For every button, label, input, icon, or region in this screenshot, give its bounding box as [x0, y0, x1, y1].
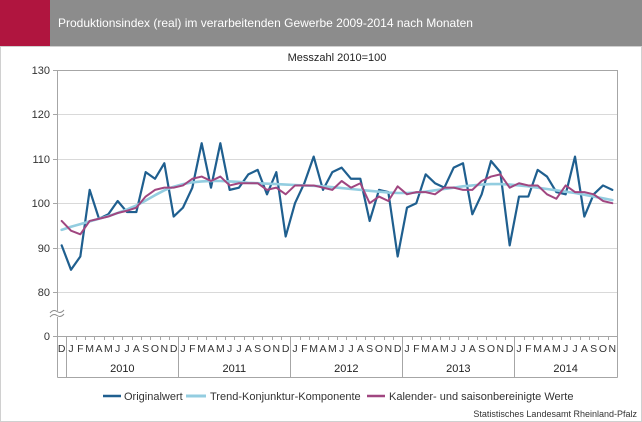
x-tick-label: A: [543, 343, 550, 355]
legend: Originalwert Trend-Konjunktur-Komponente…: [103, 391, 573, 403]
x-tick-label: M: [421, 343, 430, 355]
legend-label-originalwert: Originalwert: [124, 391, 183, 403]
figure-border: [0, 46, 642, 422]
x-tick-label: J: [404, 343, 409, 355]
series-lines: [60, 142, 614, 271]
x-tick-label: D: [282, 343, 290, 355]
x-tick-label: M: [552, 343, 561, 355]
x-tick-label: O: [263, 343, 271, 355]
x-tick-label: J: [451, 343, 456, 355]
y-axis: 0 80 90 100 110 120 130: [32, 65, 65, 343]
x-tick-label: F: [301, 343, 307, 355]
x-tick-label: A: [431, 343, 438, 355]
header-bar: [0, 0, 642, 46]
x-tick-label: J: [227, 343, 232, 355]
year-label: 2012: [334, 363, 358, 375]
x-tick-label: J: [180, 343, 185, 355]
y-tick-label: 110: [32, 154, 50, 166]
x-tick-label: A: [581, 343, 588, 355]
series-line-kalender-und-saisonbereinigte-werte: [60, 173, 614, 236]
x-tick-label: J: [115, 343, 120, 355]
x-tick-label: F: [77, 343, 83, 355]
x-tick-label: N: [161, 343, 169, 355]
legend-label-kalender-saisonbereinigt: Kalender- und saisonbereinigte Werte: [389, 391, 573, 403]
x-tick-label: S: [590, 343, 597, 355]
x-tick-label: J: [516, 343, 521, 355]
x-tick-label: F: [189, 343, 195, 355]
x-tick-label: J: [68, 343, 73, 355]
header-accent-square: [0, 0, 50, 46]
x-tick-label: J: [563, 343, 568, 355]
x-tick-label: J: [348, 343, 353, 355]
x-tick-label: N: [385, 343, 393, 355]
year-label: 2010: [110, 363, 134, 375]
legend-item-trend: Trend-Konjunktur-Komponente: [186, 391, 361, 403]
x-tick-label: D: [506, 343, 514, 355]
legend-item-originalwert: Originalwert: [103, 391, 183, 403]
y-tick-label: 0: [44, 331, 50, 343]
x-tick-label: S: [142, 343, 149, 355]
x-tick-label: J: [572, 343, 577, 355]
x-tick-label: A: [245, 343, 252, 355]
x-tick-label: M: [309, 343, 318, 355]
x-tick-label: A: [207, 343, 214, 355]
x-tick-label: S: [254, 343, 261, 355]
x-tick-label: D: [170, 343, 178, 355]
x-tick-label: A: [357, 343, 364, 355]
legend-item-kalender-saisonbereinigt: Kalender- und saisonbereinigte Werte: [367, 391, 573, 403]
series-line-originalwert: [60, 142, 614, 271]
x-tick-label: M: [216, 343, 225, 355]
year-label: 2014: [553, 363, 577, 375]
x-tick-label: J: [236, 343, 241, 355]
x-tick-label: O: [151, 343, 159, 355]
x-tick-label: D: [394, 343, 402, 355]
x-tick-label: N: [497, 343, 505, 355]
x-tick-label: J: [339, 343, 344, 355]
year-label: 2011: [223, 363, 247, 375]
x-tick-label: M: [197, 343, 206, 355]
legend-label-trend: Trend-Konjunktur-Komponente: [210, 391, 361, 403]
y-tick-label: 100: [32, 198, 50, 210]
y-tick-label: 130: [32, 65, 50, 77]
x-tick-label: F: [413, 343, 419, 355]
chart-subtitle: Messzahl 2010=100: [288, 52, 387, 64]
y-axis-break-gap: [51, 311, 63, 317]
x-tick-label: O: [487, 343, 495, 355]
y-tick-label: 80: [38, 287, 50, 299]
x-tick-label: D: [58, 343, 66, 355]
y-axis-break-mark: [49, 309, 65, 314]
chart-title: Produktionsindex (real) im verarbeitende…: [58, 16, 473, 30]
year-label: 2013: [446, 363, 470, 375]
y-tick-label: 90: [38, 243, 50, 255]
x-tick-label: A: [319, 343, 326, 355]
y-axis-break-mark: [49, 313, 65, 318]
x-tick-label: N: [273, 343, 281, 355]
x-tick-label: M: [104, 343, 113, 355]
x-tick-label: N: [609, 343, 617, 355]
x-tick-label: J: [292, 343, 297, 355]
x-tick-label: S: [478, 343, 485, 355]
x-tick-label: J: [460, 343, 465, 355]
x-tick-label: F: [525, 343, 531, 355]
x-tick-label: M: [85, 343, 94, 355]
x-tick-label: O: [599, 343, 607, 355]
y-tick-label: 120: [32, 109, 50, 121]
x-tick-label: M: [440, 343, 449, 355]
x-tick-label: A: [469, 343, 476, 355]
series-line-trend-konjunktur-komponente: [60, 179, 614, 232]
x-tick-label: M: [533, 343, 542, 355]
x-tick-label: O: [375, 343, 383, 355]
source-note: Statistisches Landesamt Rheinland-Pfalz: [473, 409, 637, 419]
x-tick-label: A: [95, 343, 102, 355]
x-tick-label: A: [133, 343, 140, 355]
x-tick-label: M: [328, 343, 337, 355]
x-tick-label: J: [124, 343, 129, 355]
x-tick-label: S: [366, 343, 373, 355]
